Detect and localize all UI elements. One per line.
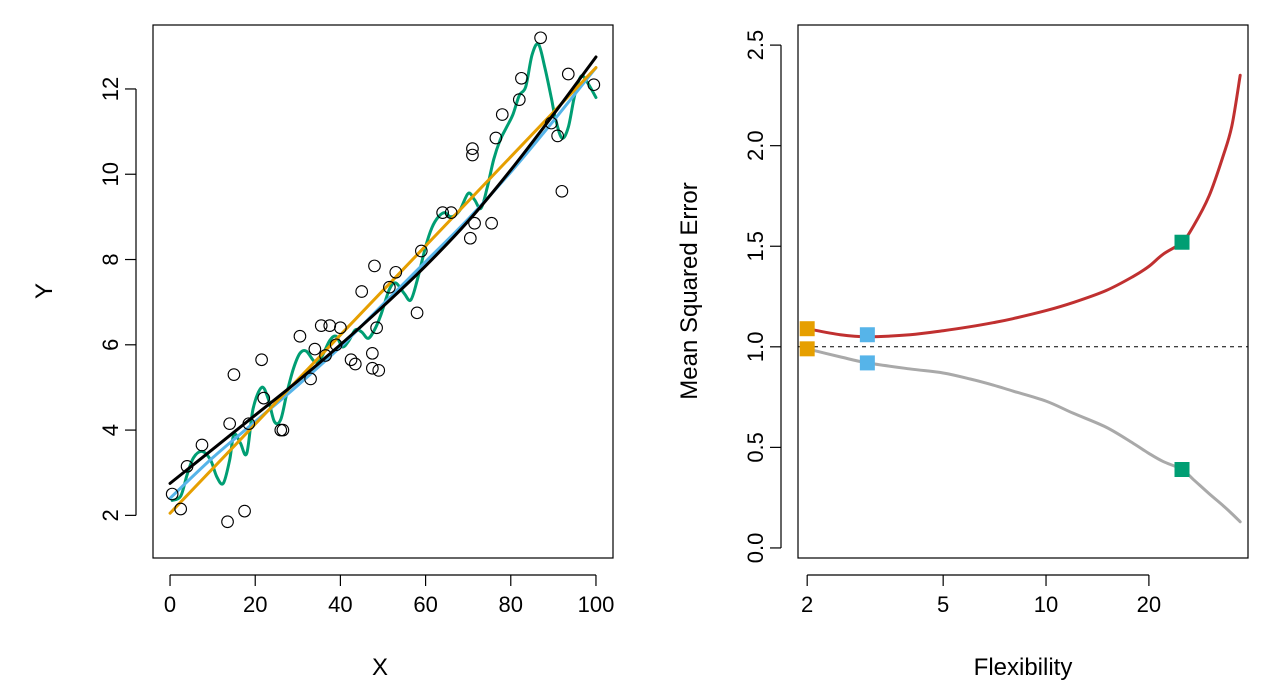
left-x-tick-label: 20 [243,592,267,617]
data-point [414,244,428,258]
data-point [383,280,396,294]
right-y-tick-label: 0.5 [743,432,768,463]
left-series-line-0 [168,55,598,485]
left-y-axis-title: Y [31,283,58,299]
data-point [276,423,290,437]
data-point [489,131,503,145]
data-point [410,306,424,320]
data-point [444,206,458,219]
data-point [223,417,237,431]
right-chart: 2 5 10 20 0.0 0.5 1.0 1.5 2.0 2.5 Flexibility Me… [676,24,1249,681]
left-y-tick-label: 8 [98,253,123,265]
right-x-tick-label: 10 [1034,592,1058,617]
data-point [329,338,343,352]
data-point [238,504,251,518]
right-y-tick-label: 1.0 [743,332,768,363]
data-point [314,319,328,332]
left-y-tick-label: 6 [98,339,123,351]
data-point [555,184,569,198]
left-x-tick-label: 80 [499,592,523,617]
data-point [180,459,194,473]
right-y-tick-label: 1.5 [743,231,768,262]
right-x-tick-label: 2 [801,592,813,617]
data-point [561,67,575,81]
left-y-tick-label: 2 [98,509,123,521]
data-point [515,71,528,85]
data-point [366,361,379,375]
right-series-line-0 [805,73,1242,339]
left-series-line-2 [168,66,598,500]
data-point [512,93,526,106]
right-series-line-1 [805,347,1242,524]
left-y-tick-label: 12 [98,77,123,101]
data-point [195,438,209,452]
data-point [466,142,479,156]
data-point [389,265,403,279]
data-point [221,515,234,529]
data-point [334,321,347,335]
data-point [466,148,479,162]
left-x-tick-label: 60 [413,592,437,617]
data-point [304,372,317,386]
data-point [257,391,271,405]
square-marker [799,321,815,337]
data-point [319,349,332,362]
data-point [255,353,268,367]
left-x-tick-label: 40 [328,592,352,617]
data-point [372,364,386,377]
left-x-tick-label: 100 [578,592,615,617]
right-y-tick-label: 2.5 [743,30,768,61]
right-plot-frame [797,24,1249,559]
data-point [323,319,337,332]
left-y-tick-label: 10 [98,162,123,186]
left-x-tick-label: 0 [164,592,176,617]
data-point [468,216,481,230]
data-point [242,417,256,431]
square-marker [859,327,875,343]
right-x-tick-label: 5 [937,592,949,617]
square-marker [1174,462,1190,478]
data-point [551,129,564,143]
data-point [370,321,383,335]
left-x-axis-title: X [372,654,388,681]
data-point [485,216,498,230]
data-point [174,502,188,516]
square-marker [1174,234,1190,250]
square-marker [799,341,815,357]
right-x-axis-title: Flexibility [974,654,1073,681]
square-marker [859,355,875,371]
left-series-line-1 [168,66,598,515]
data-point [293,329,307,343]
right-y-tick-label: 0.0 [743,533,768,564]
left-chart: 0 20 40 60 80 100 2 4 6 8 10 12 X Y [31,24,615,681]
left-plot-frame [152,24,614,559]
right-x-tick-label: 20 [1137,592,1161,617]
data-point [368,259,381,273]
data-point [463,231,477,245]
data-point [344,353,358,367]
data-point [587,78,601,92]
data-point [534,31,547,45]
data-point [355,285,369,298]
left-y-tick-label: 4 [98,424,123,436]
data-point [544,116,558,130]
data-point [165,487,179,501]
data-point [495,108,509,121]
data-point [227,368,241,381]
data-point [348,357,362,371]
right-y-axis-title: Mean Squared Error [676,182,703,399]
data-point [366,346,379,360]
data-point [436,206,449,219]
right-y-tick-label: 2.0 [743,130,768,161]
data-point [308,342,322,356]
